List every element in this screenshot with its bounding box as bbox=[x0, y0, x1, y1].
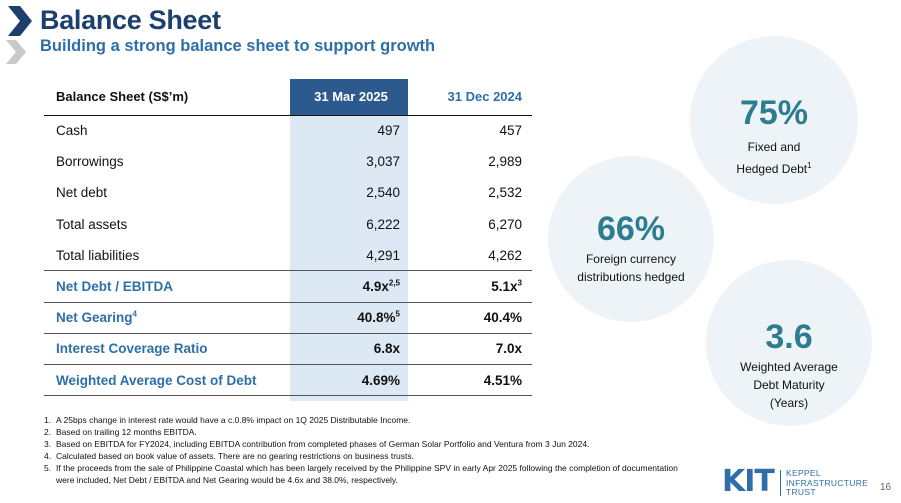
row-value-dec: 457 bbox=[499, 123, 522, 139]
stat-label: Hedged Debt1 bbox=[736, 161, 812, 177]
row-value-dec: 6,270 bbox=[488, 216, 522, 232]
kpi-value-dec: 4.51% bbox=[408, 363, 532, 397]
stat-label: Fixed and bbox=[747, 140, 801, 154]
row-label: Net debt bbox=[56, 185, 108, 201]
chevron-logo-icon bbox=[6, 6, 32, 64]
kpi-label: Net Debt / EBITDA bbox=[44, 270, 290, 303]
highlight-header-bg bbox=[290, 79, 408, 115]
row-value-dec: 4,262 bbox=[488, 247, 522, 263]
footnote-item: 4. Calculated based on book value of asse… bbox=[44, 451, 414, 461]
table-row: Total assets 6,222 6,270 bbox=[44, 209, 532, 240]
footnote-ref: 2,5 bbox=[388, 278, 400, 288]
kpi-value-dec: 40.4% bbox=[408, 301, 532, 334]
kit-logo: KIT KEPPEL INFRASTRUCTURE TRUST bbox=[722, 466, 882, 498]
kpi-row: Interest Coverage Ratio 6.8x 7.0x bbox=[44, 332, 532, 365]
header-dec-2024: 31 Dec 2024 bbox=[447, 89, 522, 105]
page-subtitle: Building a strong balance sheet to suppo… bbox=[40, 37, 436, 55]
kpi-label: Weighted Average Cost of Debt bbox=[44, 363, 290, 397]
table-row: Net debt 2,540 2,532 bbox=[44, 177, 532, 208]
row-label: Cash bbox=[56, 123, 88, 139]
row-label: Borrowings bbox=[56, 154, 124, 170]
table-row: Cash 497 457 bbox=[44, 115, 532, 146]
header-mar-2025: 31 Mar 2025 bbox=[314, 89, 388, 105]
stat-label: Foreign currency bbox=[585, 252, 677, 266]
stat-fixed-hedged-debt: 75% Fixed and Hedged Debt1 bbox=[690, 36, 858, 204]
row-value-dec: 2,989 bbox=[488, 154, 522, 170]
kpi-row: Net Gearing4 40.8%5 40.4% bbox=[44, 301, 532, 334]
header-label: Balance Sheet (S$’m) bbox=[56, 89, 189, 105]
kpi-value-mar: 40.8%5 bbox=[290, 301, 408, 334]
stat-label: Debt Maturity bbox=[753, 378, 825, 392]
stat-label: Weighted Average bbox=[740, 360, 838, 374]
footnotes: 1. A 25bps change in interest rate would … bbox=[44, 414, 684, 486]
footnote-ref: 5 bbox=[395, 309, 400, 319]
kpi-value-mar: 6.8x bbox=[290, 332, 408, 365]
kpi-value-mar: 4.69% bbox=[290, 363, 408, 397]
kpi-value-dec: 5.1x3 bbox=[408, 270, 532, 303]
logo-text: KEPPEL INFRASTRUCTURE TRUST bbox=[786, 468, 869, 497]
footnote-ref: 1 bbox=[807, 161, 812, 170]
kpi-row: Net Debt / EBITDA 4.9x2,5 5.1x3 bbox=[44, 270, 532, 303]
page-title: Balance Sheet bbox=[40, 5, 221, 35]
row-value-mar: 6,222 bbox=[366, 216, 400, 232]
footnote-item: 2. Based on trailing 12 months EBITDA. bbox=[44, 427, 197, 437]
stat-debt-maturity: 3.6 Weighted Average Debt Maturity (Year… bbox=[706, 260, 872, 426]
stat-fx-distributions-hedged: 66% Foreign currency distributions hedge… bbox=[548, 156, 714, 322]
kpi-row: Weighted Average Cost of Debt 4.69% 4.51… bbox=[44, 363, 532, 397]
table-row: Total liabilities 4,291 4,262 bbox=[44, 240, 532, 271]
row-value-mar: 3,037 bbox=[366, 154, 400, 170]
footnote-ref: 4 bbox=[132, 309, 137, 319]
footnote-item: 1. A 25bps change in interest rate would … bbox=[44, 415, 411, 425]
table-header-row: Balance Sheet (S$’m) 31 Mar 2025 31 Dec … bbox=[44, 79, 532, 115]
logo-mark: KIT bbox=[722, 464, 775, 499]
footnote-item: 5. If the proceeds from the sale of Phili… bbox=[44, 463, 678, 485]
logo-divider bbox=[780, 470, 781, 496]
row-value-mar: 497 bbox=[377, 123, 400, 139]
footnote-item: 3. Based on EBITDA for FY2024, including … bbox=[44, 439, 590, 449]
row-value-mar: 4,291 bbox=[366, 247, 400, 263]
stat-value: 3.6 bbox=[765, 318, 813, 356]
kpi-label: Net Gearing4 bbox=[44, 301, 290, 334]
stat-label: distributions hedged bbox=[577, 270, 685, 284]
row-label: Total assets bbox=[56, 216, 128, 232]
kpi-value-dec: 7.0x bbox=[408, 332, 532, 365]
stat-value: 75% bbox=[739, 94, 809, 132]
page-number: 16 bbox=[880, 482, 892, 493]
balance-sheet-table: Balance Sheet (S$’m) 31 Mar 2025 31 Dec … bbox=[44, 79, 532, 397]
table-row: Borrowings 3,037 2,989 bbox=[44, 146, 532, 177]
footnote-ref: 3 bbox=[517, 278, 522, 288]
stat-label: (Years) bbox=[769, 396, 809, 410]
row-value-mar: 2,540 bbox=[366, 185, 400, 201]
kpi-value-mar: 4.9x2,5 bbox=[290, 270, 408, 303]
stat-value: 66% bbox=[596, 210, 666, 248]
row-value-dec: 2,532 bbox=[488, 185, 522, 201]
row-label: Total liabilities bbox=[56, 247, 140, 263]
kpi-label: Interest Coverage Ratio bbox=[44, 332, 290, 365]
